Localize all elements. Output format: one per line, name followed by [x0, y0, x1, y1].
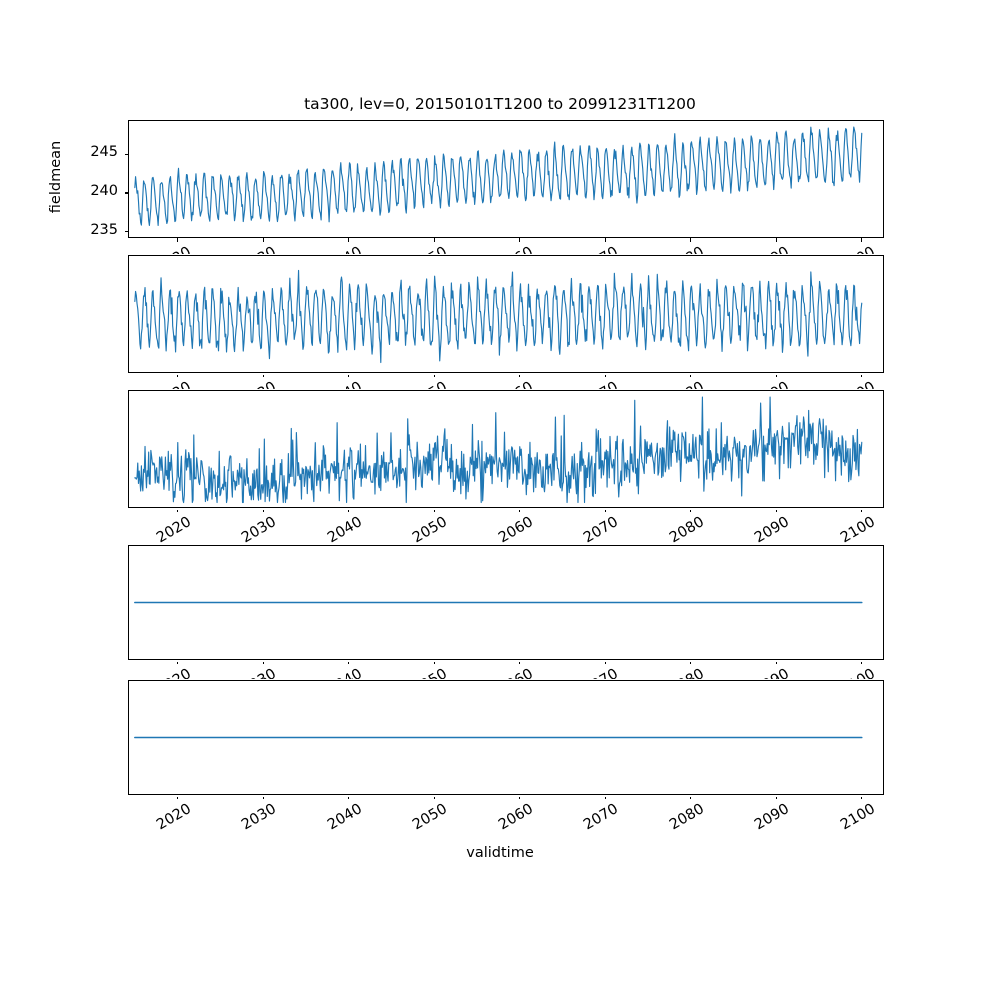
x-tick-mark-fieldmin-1 [262, 373, 264, 377]
x-tick-mark-fieldmean-2 [348, 238, 350, 242]
y-tick-mark-fieldmean-1 [124, 192, 128, 194]
x-tick-mark-fieldmean-0 [177, 238, 179, 242]
figure-element [134, 126, 863, 227]
y-tick-label-fieldmean-1: 240 [90, 182, 118, 199]
x-tick-mark-fieldmax-2 [348, 508, 350, 512]
data-line-fieldmean [134, 126, 863, 227]
x-tick-mark-fieldmax-5 [604, 508, 606, 512]
figure-element [134, 396, 863, 504]
y-tick-label-fieldmean-2: 245 [90, 144, 118, 161]
x-tick-mark-fieldmin-5 [604, 373, 606, 377]
x-tick-mark-nummasked-5 [604, 660, 606, 664]
x-tick-mark-numnan-5 [604, 795, 606, 799]
data-line-fieldmax [134, 396, 863, 504]
y-tick-mark-fieldmean-2 [124, 153, 128, 155]
x-tick-mark-fieldmin-6 [690, 373, 692, 377]
x-tick-mark-nummasked-1 [262, 660, 264, 664]
data-line-fieldmin [134, 269, 863, 364]
x-tick-mark-numnan-6 [690, 795, 692, 799]
x-tick-mark-nummasked-6 [690, 660, 692, 664]
x-tick-mark-fieldmean-1 [262, 238, 264, 242]
x-tick-mark-fieldmax-0 [177, 508, 179, 512]
subplot-fieldmin [128, 255, 884, 373]
x-tick-mark-fieldmax-8 [861, 508, 863, 512]
x-tick-mark-numnan-1 [262, 795, 264, 799]
x-tick-mark-nummasked-7 [775, 660, 777, 664]
data-line-nummasked [134, 601, 863, 604]
y-tick-mark-fieldmean-0 [124, 231, 128, 233]
x-tick-mark-fieldmean-7 [775, 238, 777, 242]
y-tick-label-fieldmean-0: 235 [90, 221, 118, 238]
x-tick-mark-numnan-8 [861, 795, 863, 799]
x-tick-mark-numnan-0 [177, 795, 179, 799]
x-tick-mark-fieldmax-6 [690, 508, 692, 512]
x-tick-mark-nummasked-8 [861, 660, 863, 664]
x-tick-mark-fieldmin-3 [433, 373, 435, 377]
x-tick-mark-fieldmin-2 [348, 373, 350, 377]
figure-title: ta300, lev=0, 20150101T1200 to 20991231T… [304, 95, 696, 113]
x-axis-label: validtime [466, 845, 534, 861]
x-tick-mark-fieldmax-7 [775, 508, 777, 512]
x-tick-mark-fieldmean-3 [433, 238, 435, 242]
x-tick-mark-fieldmax-1 [262, 508, 264, 512]
subplot-fieldmean [128, 120, 884, 238]
data-line-numnan [134, 736, 863, 739]
x-tick-mark-numnan-7 [775, 795, 777, 799]
x-tick-mark-fieldmin-8 [861, 373, 863, 377]
x-tick-mark-fieldmin-4 [519, 373, 521, 377]
x-tick-mark-fieldmin-0 [177, 373, 179, 377]
x-tick-mark-fieldmax-4 [519, 508, 521, 512]
x-tick-mark-fieldmean-6 [690, 238, 692, 242]
figure-element [134, 269, 863, 364]
x-tick-mark-nummasked-3 [433, 660, 435, 664]
subplot-nummasked [128, 545, 884, 660]
subplot-numnan [128, 680, 884, 795]
subplot-fieldmax [128, 390, 884, 508]
axes-frame-fieldmean [128, 120, 884, 238]
x-tick-mark-fieldmax-3 [433, 508, 435, 512]
x-tick-mark-nummasked-2 [348, 660, 350, 664]
x-tick-mark-nummasked-0 [177, 660, 179, 664]
x-tick-mark-nummasked-4 [519, 660, 521, 664]
x-tick-mark-fieldmean-5 [604, 238, 606, 242]
x-tick-mark-numnan-3 [433, 795, 435, 799]
x-tick-mark-numnan-4 [519, 795, 521, 799]
x-tick-mark-numnan-2 [348, 795, 350, 799]
x-tick-mark-fieldmin-7 [775, 373, 777, 377]
x-tick-mark-fieldmean-4 [519, 238, 521, 242]
x-tick-mark-fieldmean-8 [861, 238, 863, 242]
